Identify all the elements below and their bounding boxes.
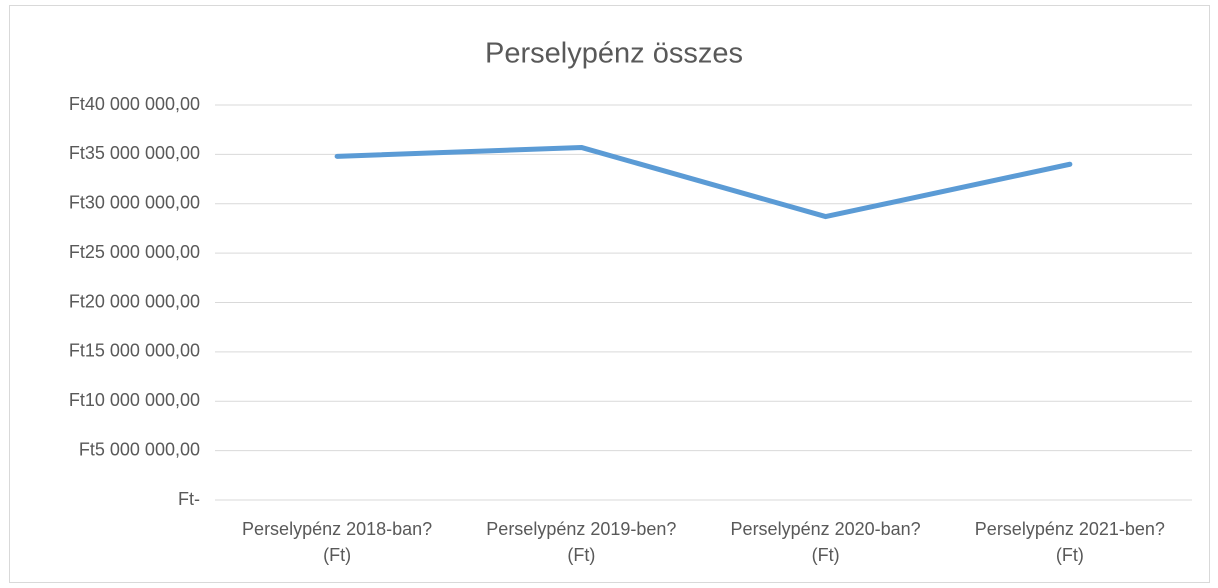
x-tick-label: Perselypénz 2020-ban? (Ft) — [730, 519, 921, 565]
y-tick-label: Ft10 000 000,00 — [69, 390, 200, 410]
data-line — [334, 144, 1073, 220]
chart-title: Perselypénz összes — [485, 38, 743, 70]
y-tick-label: Ft- — [178, 489, 200, 509]
y-tick-label: Ft5 000 000,00 — [79, 439, 200, 459]
x-tick-label: Perselypénz 2021-ben? (Ft) — [974, 519, 1165, 565]
y-tick-label: Ft25 000 000,00 — [69, 242, 200, 262]
y-tick-label: Ft40 000 000,00 — [69, 94, 200, 114]
chart-frame — [9, 5, 1210, 583]
y-tick-label: Ft15 000 000,00 — [69, 341, 200, 361]
y-tick-label: Ft35 000 000,00 — [69, 143, 200, 163]
x-tick-label: Perselypénz 2018-ban? (Ft) — [242, 519, 433, 565]
y-tick-label: Ft30 000 000,00 — [69, 193, 200, 213]
y-tick-label: Ft20 000 000,00 — [69, 291, 200, 311]
x-tick-label: Perselypénz 2019-ben? (Ft) — [486, 519, 677, 565]
